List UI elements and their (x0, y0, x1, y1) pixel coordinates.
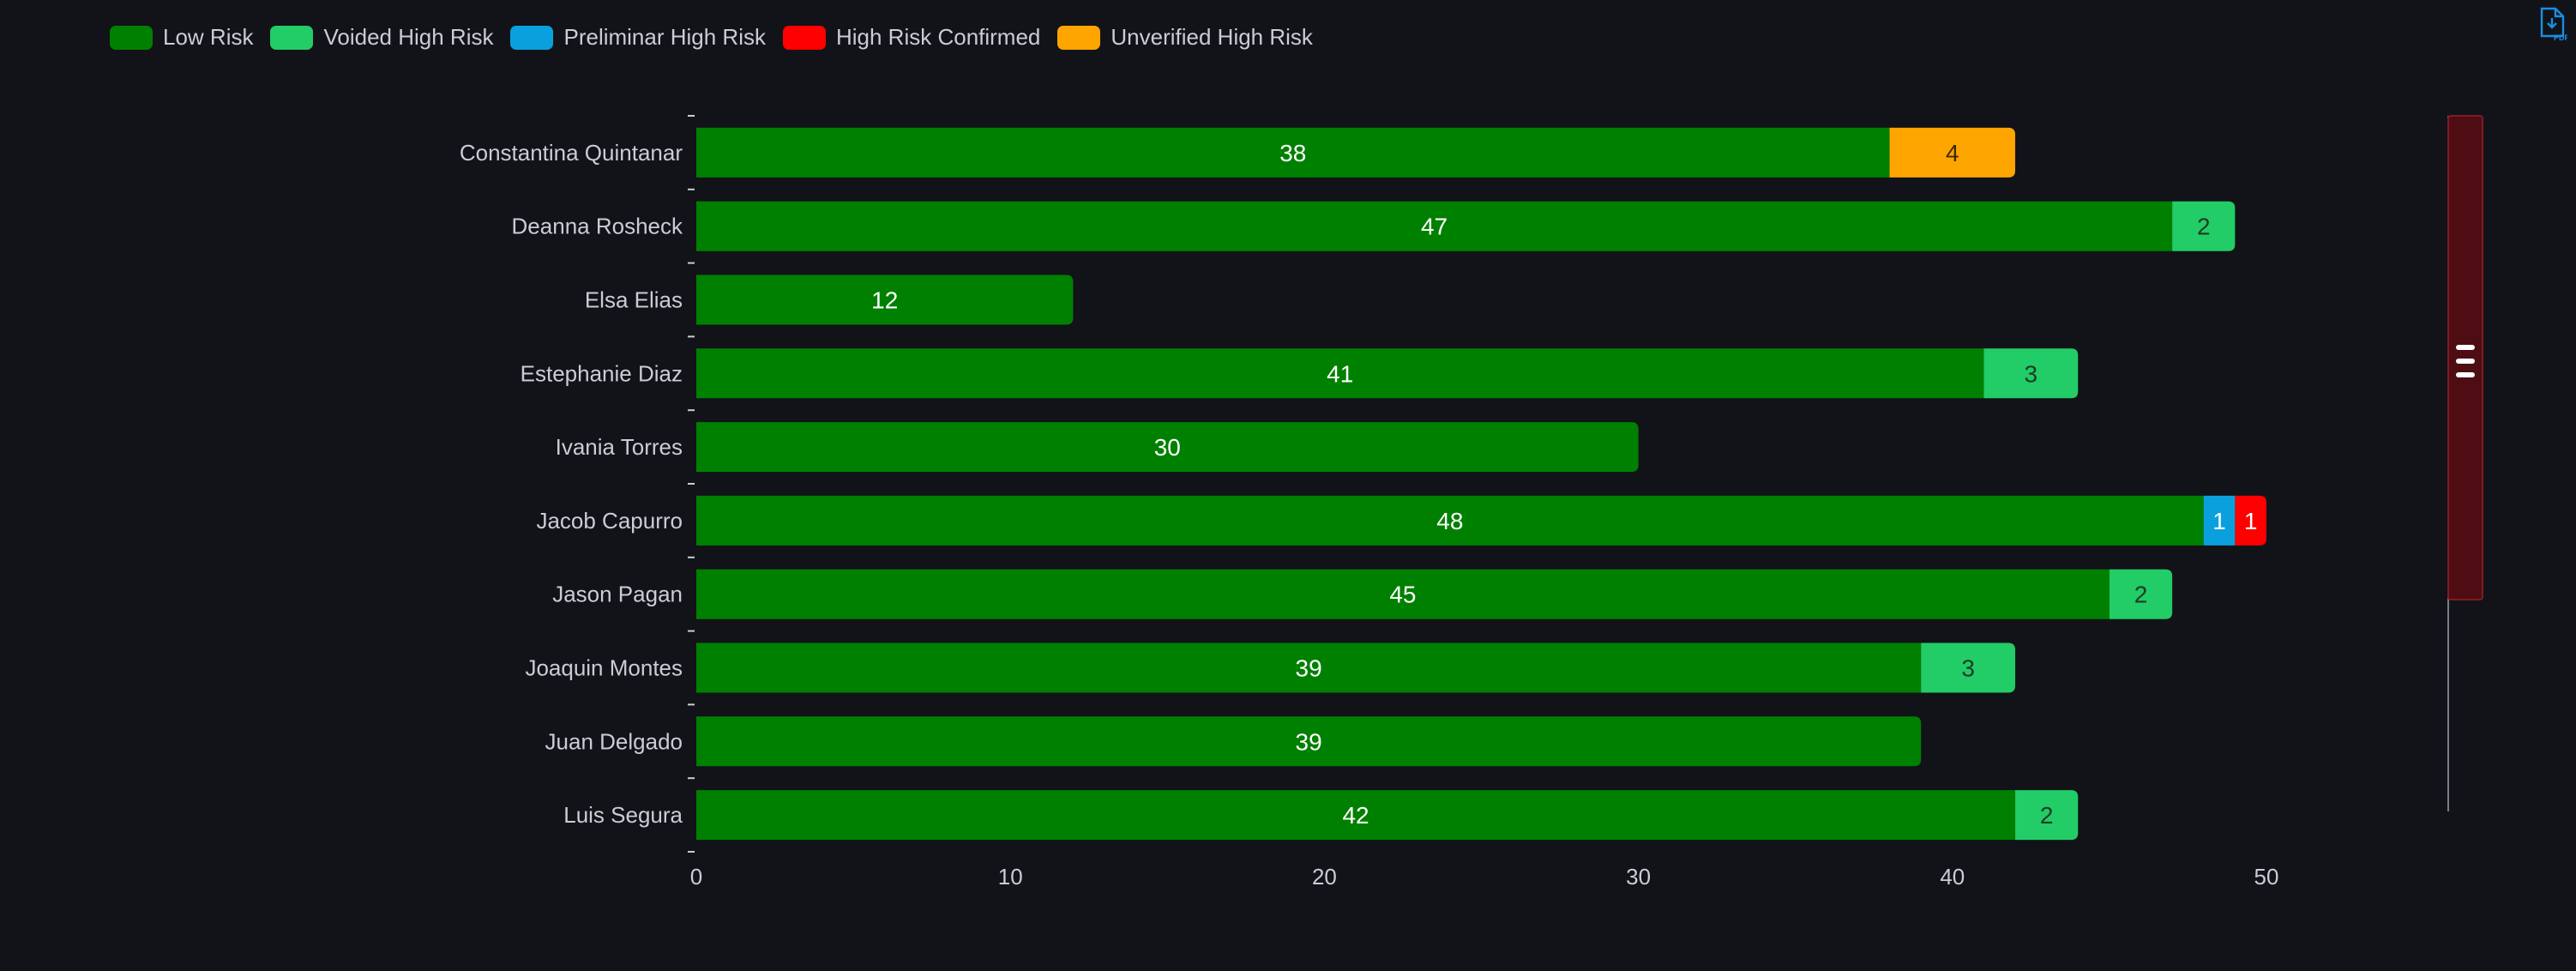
bar-segment[interactable] (2203, 495, 2236, 546)
bar-segment[interactable] (696, 274, 1074, 325)
scrollbar-grip-line (2456, 359, 2475, 364)
scrollbar-grip-line (2456, 372, 2475, 377)
legend-swatch (782, 25, 826, 50)
legend-item[interactable]: Unverified High Risk (1057, 24, 1313, 51)
x-tick-label: 10 (998, 864, 1023, 890)
data-label: 1 (2212, 508, 2226, 534)
data-label: 2 (2197, 214, 2211, 240)
pdf-label: PDF (2554, 33, 2567, 41)
legend: Low Risk Voided High Risk Preliminar High … (110, 24, 1330, 51)
bar-segment[interactable] (696, 348, 1984, 399)
data-label: 39 (1296, 655, 1322, 682)
bar-segment[interactable] (696, 642, 1922, 693)
bar-segment[interactable] (696, 422, 1639, 473)
data-label: 3 (1961, 655, 1975, 682)
x-tick-label: 0 (690, 864, 702, 890)
category-label: Constantina Quintanar (460, 140, 683, 166)
x-tick-label: 20 (1312, 864, 1337, 890)
bar-segment[interactable] (696, 495, 2204, 546)
legend-label: Low Risk (163, 24, 254, 50)
data-label: 1 (2244, 508, 2258, 534)
legend-label: Unverified High Risk (1110, 24, 1313, 50)
bar-segment[interactable] (2015, 790, 2079, 841)
bar-segment[interactable] (696, 201, 2173, 251)
legend-swatch (270, 25, 314, 50)
x-tick-label: 50 (2254, 864, 2279, 890)
category-label: Jason Pagan (552, 582, 683, 607)
bar-segment[interactable] (2172, 201, 2236, 251)
data-label: 45 (1389, 582, 1416, 608)
data-label: 2 (2040, 802, 2054, 829)
data-label: 42 (1342, 802, 1369, 829)
pdf-download-icon: PDF (2540, 7, 2570, 42)
category-label: Elsa Elias (585, 287, 683, 313)
data-label: 2 (2134, 582, 2148, 608)
data-label: 38 (1279, 140, 1306, 166)
data-label: 48 (1436, 508, 1463, 534)
legend-item[interactable]: Preliminar High Risk (510, 24, 766, 51)
x-tick-label: 30 (1626, 864, 1651, 890)
data-label: 39 (1296, 728, 1322, 755)
category-label: Juan Delgado (545, 728, 683, 754)
legend-item[interactable]: Low Risk (110, 24, 253, 51)
bar-segment[interactable] (696, 127, 1890, 178)
bar-segment[interactable] (696, 569, 2110, 619)
bar-segment[interactable] (2109, 569, 2173, 619)
bar-segment[interactable] (1921, 642, 2016, 693)
scrollbar-grip-line (2456, 345, 2475, 350)
data-label: 3 (2025, 360, 2038, 387)
legend-label: Voided High Risk (323, 24, 494, 50)
data-label: 4 (1946, 140, 1959, 166)
category-label: Luis Segura (563, 802, 683, 828)
x-tick-label: 40 (1940, 864, 1965, 890)
data-label: 47 (1421, 214, 1447, 240)
legend-item[interactable]: High Risk Confirmed (782, 24, 1041, 51)
pdf-download-button[interactable]: PDF (2538, 7, 2570, 42)
bar-segment[interactable] (696, 716, 1922, 767)
category-label: Joaquin Montes (525, 655, 683, 681)
legend-swatch (510, 25, 554, 50)
legend-label: Preliminar High Risk (563, 24, 766, 50)
data-label: 12 (871, 287, 898, 314)
data-label: 30 (1154, 434, 1181, 461)
category-label: Jacob Capurro (536, 508, 683, 534)
category-label: Deanna Rosheck (512, 214, 683, 239)
bar-segment[interactable] (2235, 495, 2266, 546)
legend-swatch (110, 25, 153, 50)
legend-item[interactable]: Voided High Risk (270, 24, 493, 51)
legend-swatch (1057, 25, 1101, 50)
category-label: Estephanie Diaz (521, 360, 683, 386)
bar-segment[interactable] (1889, 127, 2016, 178)
legend-label: High Risk Confirmed (835, 24, 1041, 50)
scrollbar-thumb[interactable] (2447, 115, 2483, 600)
category-label: Ivania Torres (556, 434, 683, 460)
bar-segment[interactable] (696, 790, 2016, 841)
data-label: 41 (1327, 360, 1353, 387)
bar-segment[interactable] (1983, 348, 2079, 399)
